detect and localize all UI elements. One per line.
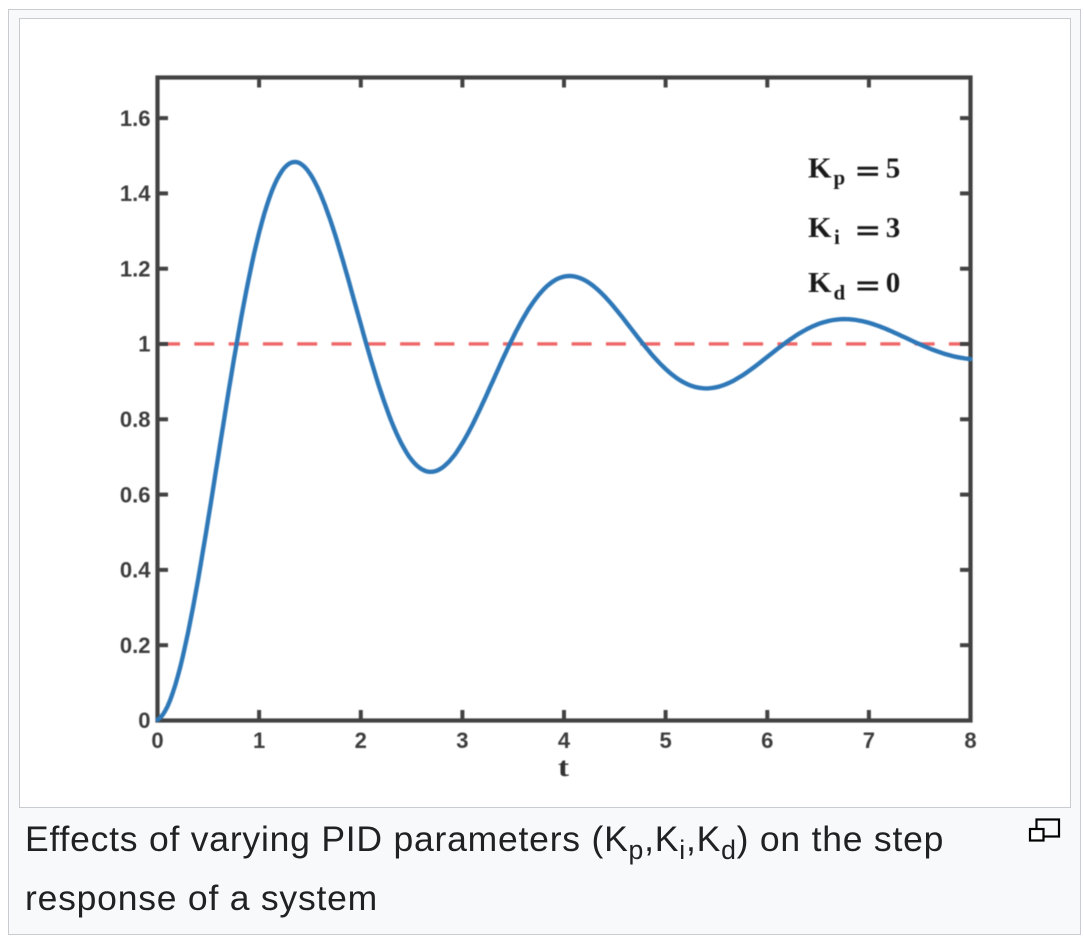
- svg-text:0: 0: [886, 268, 901, 299]
- svg-text:i: i: [834, 225, 840, 249]
- svg-text:6: 6: [761, 728, 773, 753]
- svg-text:0.8: 0.8: [120, 407, 151, 432]
- svg-text:1: 1: [253, 728, 265, 753]
- svg-text:3: 3: [886, 213, 901, 244]
- svg-text:K: K: [808, 154, 832, 185]
- svg-text:7: 7: [863, 728, 875, 753]
- svg-text:1.4: 1.4: [120, 181, 151, 206]
- svg-text:K: K: [808, 213, 832, 244]
- svg-text:4: 4: [558, 728, 571, 753]
- svg-text:K: K: [808, 268, 832, 299]
- svg-text:5: 5: [659, 728, 671, 753]
- svg-text:0.2: 0.2: [120, 633, 151, 658]
- svg-text:0: 0: [138, 708, 150, 733]
- svg-text:2: 2: [355, 728, 367, 753]
- svg-text:1: 1: [138, 332, 150, 357]
- svg-text:1.2: 1.2: [120, 256, 151, 281]
- svg-text:3: 3: [456, 728, 468, 753]
- svg-text:0: 0: [151, 728, 163, 753]
- svg-text:8: 8: [964, 728, 976, 753]
- svg-text:1.6: 1.6: [120, 106, 151, 131]
- svg-text:5: 5: [886, 154, 901, 185]
- svg-text:0.6: 0.6: [120, 482, 151, 507]
- svg-text:t: t: [558, 752, 569, 782]
- svg-text:p: p: [834, 166, 846, 190]
- svg-text:0.4: 0.4: [120, 558, 151, 583]
- svg-text:d: d: [834, 280, 846, 304]
